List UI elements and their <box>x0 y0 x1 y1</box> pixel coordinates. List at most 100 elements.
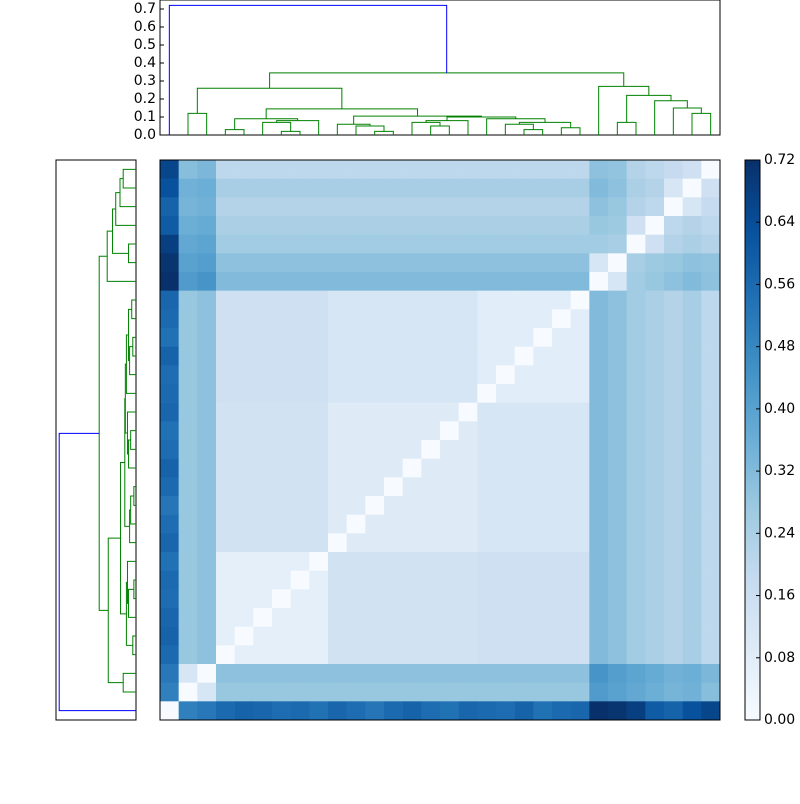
heatmap-cell <box>365 253 385 273</box>
heatmap-cell <box>440 309 459 329</box>
heatmap-cell <box>701 570 721 590</box>
heatmap-cell <box>421 290 441 310</box>
heatmap-cell <box>309 234 329 254</box>
heatmap-cell <box>178 197 198 217</box>
heatmap-cell <box>589 216 609 235</box>
heatmap-cell <box>160 384 179 403</box>
heatmap-cell <box>309 701 329 721</box>
heatmap-cell <box>496 626 515 646</box>
heatmap-cell <box>365 533 385 553</box>
heatmap-cell <box>533 309 553 329</box>
heatmap-cell <box>440 346 459 366</box>
heatmap-cell <box>440 514 459 534</box>
heatmap-cell <box>272 160 291 179</box>
dendrogram-link <box>187 112 208 135</box>
heatmap-cell <box>589 272 609 291</box>
heatmap-cell <box>216 645 235 665</box>
heatmap-cell <box>384 216 403 235</box>
heatmap-cell <box>682 626 702 646</box>
heatmap-cell <box>570 514 590 534</box>
heatmap-cell <box>626 477 646 497</box>
heatmap-cell <box>197 178 217 198</box>
heatmap-cell <box>458 496 478 515</box>
heatmap-cell <box>346 290 366 310</box>
heatmap-cell <box>160 701 179 721</box>
heatmap-cell <box>234 346 254 366</box>
heatmap-cell <box>384 309 403 329</box>
heatmap-cell <box>328 664 347 683</box>
heatmap-cell <box>178 608 198 627</box>
heatmap-cell <box>608 664 627 683</box>
heatmap-cell <box>570 234 590 254</box>
heatmap-cell <box>664 570 683 590</box>
heatmap-cell <box>458 589 478 609</box>
heatmap-cell <box>178 458 198 478</box>
heatmap-cell <box>608 458 627 478</box>
dendrogram-tick-label: 0.2 <box>134 91 156 107</box>
heatmap-cell <box>440 626 459 646</box>
heatmap-cell <box>477 290 497 310</box>
heatmap-cell <box>216 328 235 347</box>
heatmap-cell <box>589 402 609 422</box>
heatmap-cell <box>160 664 179 683</box>
heatmap-cell <box>477 664 497 683</box>
heatmap-cell <box>477 589 497 609</box>
heatmap-cell <box>328 608 347 627</box>
heatmap-cell <box>328 384 347 403</box>
heatmap-cell <box>496 421 515 441</box>
heatmap-cell <box>197 346 217 366</box>
heatmap-cell <box>328 290 347 310</box>
heatmap-cell <box>197 626 217 646</box>
heatmap-cell <box>682 701 702 721</box>
left-dendrogram-frame <box>55 159 137 721</box>
heatmap-cell <box>701 682 721 702</box>
heatmap-cell <box>272 682 291 702</box>
heatmap-cell <box>533 608 553 627</box>
heatmap-cell <box>458 234 478 254</box>
dendrogram-link <box>616 121 637 135</box>
heatmap-cell <box>552 608 571 627</box>
heatmap-cell <box>346 514 366 534</box>
heatmap-cell <box>645 309 665 329</box>
heatmap-cell <box>234 477 254 497</box>
heatmap-cell <box>514 328 534 347</box>
heatmap-cell <box>477 477 497 497</box>
heatmap-cell <box>197 496 217 515</box>
heatmap-cell <box>682 496 702 515</box>
heatmap-cell <box>346 253 366 273</box>
heatmap-cell <box>458 626 478 646</box>
heatmap-cell <box>626 365 646 385</box>
heatmap-cell <box>496 701 515 721</box>
heatmap-cell <box>160 290 179 310</box>
heatmap-cell <box>440 178 459 198</box>
heatmap-cell <box>290 365 310 385</box>
heatmap-cell <box>533 384 553 403</box>
heatmap-cell <box>645 365 665 385</box>
heatmap-cell <box>701 402 721 422</box>
heatmap-cell <box>197 272 217 291</box>
heatmap-cell <box>309 309 329 329</box>
heatmap-cell <box>682 552 702 571</box>
heatmap-cell <box>626 514 646 534</box>
heatmap-cell <box>458 197 478 217</box>
heatmap-cell <box>253 626 273 646</box>
heatmap-cell <box>402 309 422 329</box>
heatmap-cell <box>421 514 441 534</box>
heatmap-cell <box>477 421 497 441</box>
heatmap-cell <box>608 477 627 497</box>
dendrogram-link <box>262 121 292 135</box>
heatmap-cell <box>197 458 217 478</box>
heatmap-cell <box>477 328 497 347</box>
heatmap-cell <box>309 178 329 198</box>
dendrogram-link <box>265 108 419 119</box>
heatmap-cell <box>496 608 515 627</box>
heatmap-cell <box>328 570 347 590</box>
heatmap-cell <box>645 328 665 347</box>
heatmap-cell <box>216 421 235 441</box>
heatmap-cell <box>365 552 385 571</box>
dendrogram-link <box>130 430 136 450</box>
heatmap-cell <box>682 160 702 179</box>
heatmap-cell <box>477 608 497 627</box>
heatmap-cell <box>626 458 646 478</box>
heatmap-cell <box>664 272 683 291</box>
